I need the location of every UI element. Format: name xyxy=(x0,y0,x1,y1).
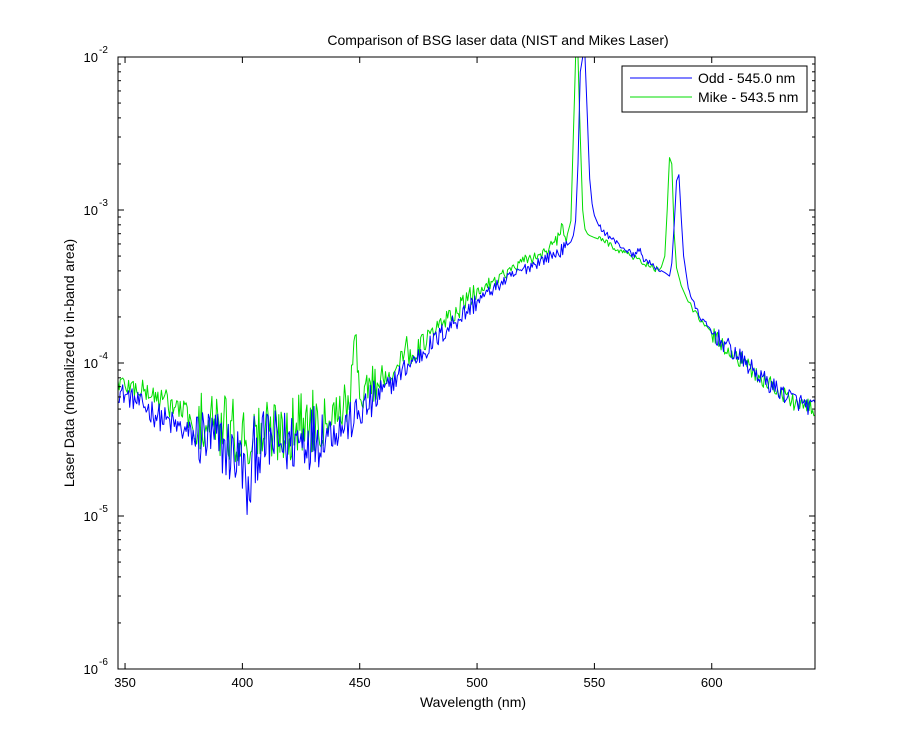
y-tick-label: 10 xyxy=(84,356,98,371)
y-tick-label: 10 xyxy=(84,50,98,65)
y-tick-label: 10 xyxy=(84,662,98,677)
x-axis-label: Wavelength (nm) xyxy=(420,694,526,710)
x-tick-label: 350 xyxy=(114,675,136,690)
chart-title: Comparison of BSG laser data (NIST and M… xyxy=(327,32,668,48)
y-tick-label: 10 xyxy=(84,509,98,524)
legend-label-mike: Mike - 543.5 nm xyxy=(698,89,798,105)
plot-lines xyxy=(118,57,815,515)
legend-label-odd: Odd - 545.0 nm xyxy=(698,70,795,86)
y-axis-label: Laser Data (normalized to in-band area) xyxy=(61,239,77,487)
series-line-mike xyxy=(118,57,815,465)
y-tick-exponent: -2 xyxy=(99,45,108,56)
y-tick-exponent: -3 xyxy=(99,198,108,209)
y-tick-label: 10 xyxy=(84,203,98,218)
y-tick-exponent: -4 xyxy=(99,351,108,362)
y-tick-exponent: -6 xyxy=(99,657,108,668)
x-tick-label: 600 xyxy=(701,675,723,690)
plot-frame xyxy=(117,56,816,670)
x-axis: 350 400 450 500 550 600 xyxy=(114,57,723,690)
legend: Odd - 545.0 nm Mike - 543.5 nm xyxy=(621,65,808,113)
y-axis: 10-610-510-410-310-2 xyxy=(84,45,815,677)
y-tick-exponent: -5 xyxy=(99,504,108,515)
x-tick-label: 450 xyxy=(349,675,371,690)
x-tick-label: 400 xyxy=(232,675,254,690)
series-line-odd xyxy=(118,57,815,515)
legend-box xyxy=(621,65,808,113)
x-tick-label: 550 xyxy=(584,675,606,690)
x-tick-label: 500 xyxy=(466,675,488,690)
